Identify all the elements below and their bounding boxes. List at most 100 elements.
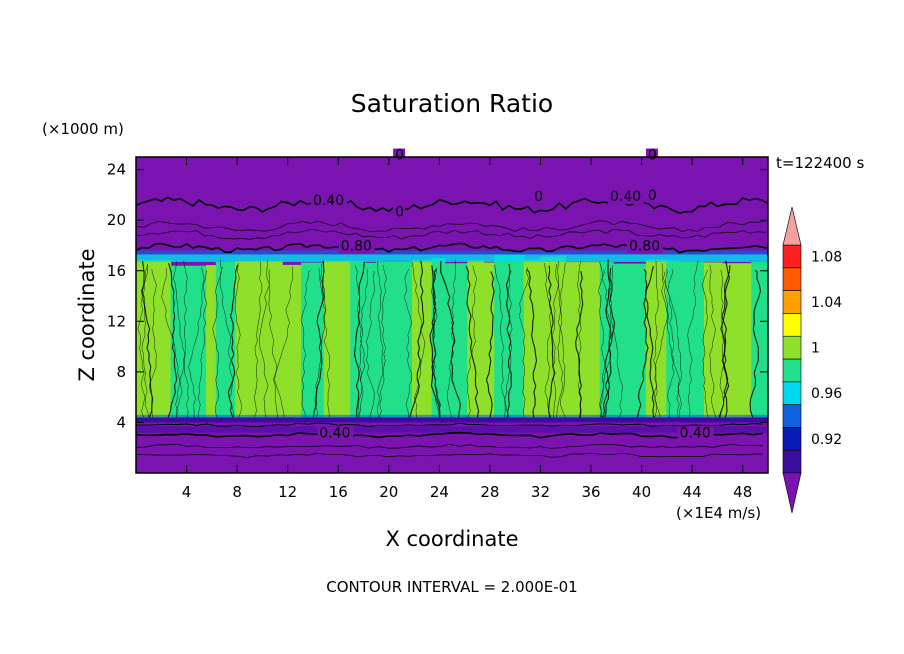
- contour-filament: [253, 261, 263, 418]
- contour-label-bg: [645, 188, 658, 203]
- cloud-column: [215, 261, 236, 421]
- cloud-column: [270, 260, 283, 422]
- y-tick-label: 4: [116, 413, 126, 431]
- y-tick-label: 24: [107, 161, 126, 179]
- colorbar-bottom-arrow: [782, 472, 802, 514]
- colorbar-swatch: [782, 449, 802, 474]
- contour-filament: [314, 263, 327, 418]
- contour-label-bg: [393, 205, 406, 220]
- contour-filament: [412, 261, 425, 418]
- contour-filament: [719, 269, 725, 418]
- contour-filament: [643, 269, 655, 418]
- contour-filament: [167, 262, 178, 418]
- cloud-column: [679, 261, 705, 421]
- y-axis-ticks: 4 8 12 16 20 24: [107, 161, 768, 431]
- contour-filament: [212, 259, 222, 418]
- contour-filament: [701, 269, 709, 418]
- cloud-column: [282, 264, 302, 422]
- contour-filament: [598, 262, 606, 418]
- contour-filament: [466, 265, 477, 418]
- lower-band: [136, 426, 768, 433]
- colorbar-swatch: [782, 290, 802, 314]
- contour-filament: [268, 269, 279, 418]
- contour-label: 0: [648, 188, 657, 204]
- contour-upper-thin-2: [136, 228, 766, 240]
- y-tick-label: 16: [107, 262, 126, 280]
- colorbar-swatch: [782, 244, 802, 269]
- contour-label: 0.80: [341, 239, 372, 255]
- x-tick-label: 8: [232, 483, 242, 501]
- contour-filament: [555, 264, 564, 418]
- contour-filament: [219, 266, 235, 418]
- contour-filament: [301, 270, 311, 418]
- contour-filament: [544, 263, 552, 418]
- plot-frame: [135, 156, 769, 474]
- colorbar-label: 1.04: [811, 295, 842, 311]
- contour-filament: [465, 265, 480, 418]
- time-label: t=122400 s: [776, 154, 864, 172]
- contour-label-bg: [338, 239, 375, 254]
- colorbar-swatch: [782, 335, 802, 360]
- contour-filament: [709, 264, 716, 418]
- cloud-column: [444, 263, 468, 420]
- cloud-top-edge: [136, 250, 768, 255]
- contour-filament: [687, 260, 699, 418]
- contour-filament: [354, 265, 364, 418]
- colorbar-label: 1: [811, 341, 820, 357]
- contour-filament: [718, 265, 731, 418]
- contour-label: 0: [395, 148, 404, 164]
- contour-filament: [654, 263, 669, 418]
- colorbar-swatch: [782, 404, 802, 428]
- contour-lower-thin: [136, 443, 763, 449]
- cloud-column: [350, 260, 366, 423]
- cloud-column: [722, 263, 752, 422]
- contour-filament: [377, 261, 385, 418]
- y-axis-label: Z coordinate: [75, 248, 99, 381]
- contour-filament: [504, 271, 513, 418]
- contour-filament: [558, 262, 566, 418]
- cloud-column: [557, 255, 567, 420]
- contour-filament: [485, 271, 495, 418]
- colorbar-label: 1.08: [811, 249, 842, 265]
- x-axis-ticks: 4 8 12 16 20 24 28 32 36 40 44 48: [182, 157, 752, 501]
- cloud-bottom-fringe: [136, 414, 768, 418]
- contour-label: 0.40: [313, 193, 344, 209]
- cloud-column: [565, 262, 601, 423]
- contour-filament: [409, 260, 425, 418]
- contour-label: 0.80: [629, 239, 660, 255]
- contour-filament: [429, 268, 441, 418]
- cloud-bottom-edge: [136, 417, 768, 423]
- contour-label-bg: [608, 190, 644, 205]
- contour-filament: [312, 260, 325, 418]
- contour-filament: [376, 265, 387, 418]
- x-axis-label: X coordinate: [385, 527, 518, 551]
- contour-labels: 0.40 0.40 0 0 0 0 0 0.80 0.80 0.40 0.40: [310, 148, 714, 442]
- contour-filament: [518, 267, 529, 418]
- colorbar-swatch: [782, 358, 802, 383]
- colorbar-top-arrow: [782, 206, 802, 246]
- contour-filament: [577, 260, 582, 418]
- contour-filament: [366, 271, 375, 418]
- colorbar: 0.92 0.96 1 1.04 1.08: [782, 206, 842, 514]
- contour-lower-040: [136, 431, 764, 439]
- contour-filament: [526, 268, 538, 418]
- contour-label-bg: [317, 426, 354, 441]
- contour-lower-edge: [136, 422, 763, 427]
- contour-lower-thin-2: [136, 452, 763, 458]
- contour-filament: [141, 263, 148, 418]
- contour-filament: [188, 267, 205, 418]
- contour-filament: [274, 266, 294, 418]
- contour-filament: [358, 269, 368, 418]
- contour-filament: [403, 268, 412, 418]
- colorbar-swatch: [782, 267, 802, 291]
- x-tick-label: 36: [581, 483, 600, 501]
- contour-filament: [667, 269, 682, 418]
- contour-filament: [749, 269, 762, 418]
- contour-filament: [227, 264, 239, 418]
- x-tick-label: 4: [182, 483, 192, 501]
- contour-filament: [604, 259, 612, 418]
- cloud-column: [235, 260, 271, 422]
- y-tick-label: 12: [107, 312, 126, 330]
- contour-filament: [183, 261, 189, 418]
- x-tick-label: 32: [531, 483, 550, 501]
